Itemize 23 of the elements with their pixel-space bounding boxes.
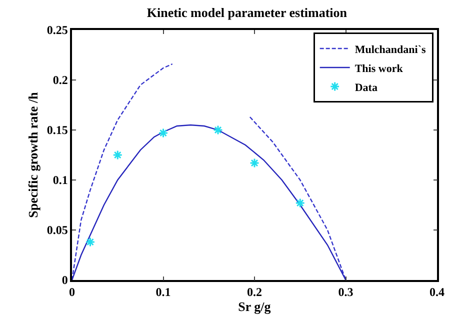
point	[213, 125, 223, 135]
point	[250, 158, 260, 168]
legend-label: Mulchandani`s	[354, 44, 426, 56]
y-tick-label: 0.1	[52, 173, 68, 188]
y-tick-label: 0.05	[46, 223, 68, 238]
x-tick-label: 0.3	[338, 285, 354, 300]
point	[85, 237, 96, 247]
line-series	[72, 124, 346, 280]
x-tick-label: 0.2	[247, 285, 262, 300]
y-tick-label: 0.2	[52, 73, 68, 88]
y-tick-label: 0.15	[46, 123, 68, 138]
y-axis-title: Specific growth rate /h	[25, 91, 40, 218]
y-tick-label: 0	[62, 273, 68, 288]
legend-label: Data	[354, 82, 378, 94]
y-tick-label: 0.25	[46, 23, 68, 38]
x-tick-label: 0.4	[430, 285, 444, 300]
x-axis-title: Sr g/g	[238, 299, 272, 314]
chart-title: Kinetic model parameter estimation	[146, 5, 348, 20]
legend-label: This work	[354, 62, 404, 75]
point	[158, 128, 168, 138]
x-tick-label: 0.1	[156, 285, 171, 300]
point	[295, 198, 306, 208]
point	[112, 150, 123, 160]
